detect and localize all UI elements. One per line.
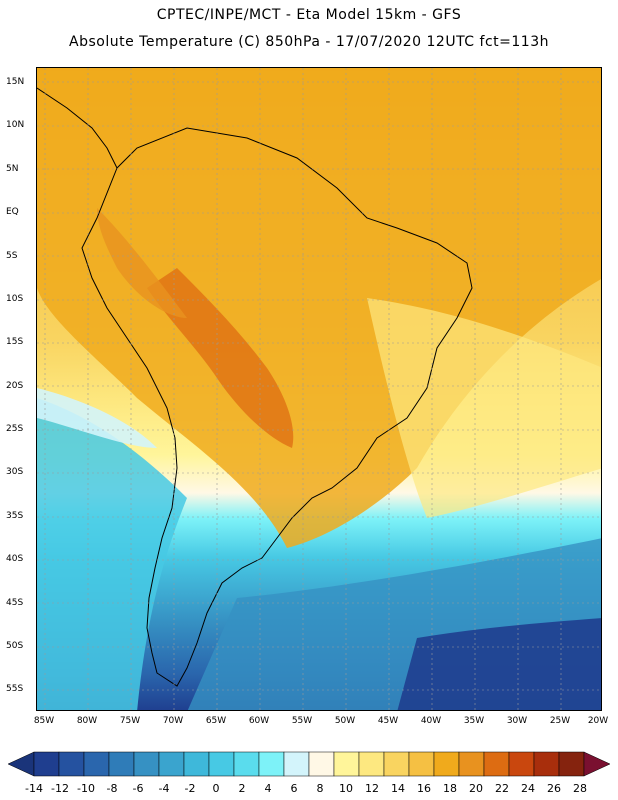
colorbar-high-arrow <box>583 751 611 777</box>
colorbar-label: -12 <box>51 782 69 795</box>
colorbar-cell <box>308 751 335 777</box>
colorbar-label: -8 <box>106 782 118 795</box>
field-cyan-southwest <box>37 398 187 710</box>
colorbar <box>7 751 611 777</box>
colorbar-cell <box>208 751 235 777</box>
colorbar-label: 10 <box>339 782 353 795</box>
colorbar-cell <box>533 751 560 777</box>
lon-label-45w: 45W <box>377 716 399 726</box>
lat-label-eq: EQ <box>6 207 19 217</box>
field-deepblue-southeast <box>397 618 601 710</box>
lon-label-25w: 25W <box>549 716 571 726</box>
field-lightblue-southwest <box>37 388 157 448</box>
lon-label-20w: 20W <box>587 716 609 726</box>
colorbar-label: -6 <box>132 782 144 795</box>
lon-label-80w: 80W <box>76 716 98 726</box>
colorbar-label: 12 <box>365 782 379 795</box>
lon-label-75w: 75W <box>119 716 141 726</box>
lon-label-85w: 85W <box>33 716 55 726</box>
colorbar-cell <box>33 751 60 777</box>
lon-label-65w: 65W <box>205 716 227 726</box>
colorbar-label: 4 <box>264 782 272 795</box>
colorbar-label: 0 <box>212 782 220 795</box>
lon-label-60w: 60W <box>248 716 270 726</box>
field-orange-northwest <box>97 208 187 318</box>
lat-label-25s: 25S <box>6 424 24 434</box>
colorbar-cell <box>433 751 460 777</box>
colorbar-cell <box>458 751 485 777</box>
lat-label-10s: 10S <box>6 294 24 304</box>
colorbar-cell <box>183 751 210 777</box>
lat-label-5n: 5N <box>6 164 19 174</box>
lat-label-35s: 35S <box>6 511 24 521</box>
colorbar-cell <box>383 751 410 777</box>
central-america-outline <box>37 87 118 169</box>
colorbar-label: -14 <box>25 782 43 795</box>
lat-label-20s: 20S <box>6 381 24 391</box>
colorbar-cell <box>258 751 285 777</box>
colorbar-cell <box>333 751 360 777</box>
colorbar-label: 6 <box>290 782 298 795</box>
lat-label-45s: 45S <box>6 598 24 608</box>
map-title-line2: Absolute Temperature (C) 850hPa - 17/07/… <box>69 34 549 50</box>
lon-label-55w: 55W <box>291 716 313 726</box>
colorbar-cell <box>508 751 535 777</box>
colorbar-cell <box>108 751 135 777</box>
lon-label-35w: 35W <box>463 716 485 726</box>
lat-label-15s: 15S <box>6 337 24 347</box>
colorbar-cell <box>83 751 110 777</box>
colorbar-label: 26 <box>547 782 561 795</box>
field-yellow-east <box>367 298 601 518</box>
colorbar-cell <box>133 751 160 777</box>
colorbar-cell <box>483 751 510 777</box>
lon-label-50w: 50W <box>334 716 356 726</box>
colorbar-cell <box>158 751 185 777</box>
field-hot-core <box>147 268 294 448</box>
map-title-line1: CPTEC/INPE/MCT - Eta Model 15km - GFS <box>156 7 462 23</box>
colorbar-cell <box>283 751 310 777</box>
colorbar-label: -2 <box>184 782 196 795</box>
colorbar-label: 2 <box>238 782 246 795</box>
colorbar-label: 14 <box>391 782 405 795</box>
lon-label-70w: 70W <box>162 716 184 726</box>
colorbar-label: 24 <box>521 782 535 795</box>
lat-label-5s: 5S <box>6 251 18 261</box>
colorbar-label: -4 <box>158 782 170 795</box>
lat-label-10n: 10N <box>6 120 25 130</box>
temperature-map <box>36 67 602 711</box>
colorbar-label: 18 <box>443 782 457 795</box>
lon-label-40w: 40W <box>420 716 442 726</box>
lat-label-50s: 50S <box>6 641 24 651</box>
colorbar-label: 20 <box>469 782 483 795</box>
lat-label-55s: 55S <box>6 684 24 694</box>
south-america-outline <box>81 127 473 687</box>
colorbar-label: 8 <box>316 782 324 795</box>
colorbar-label: 28 <box>573 782 587 795</box>
lon-label-30w: 30W <box>506 716 528 726</box>
colorbar-label: 22 <box>495 782 509 795</box>
colorbar-cell <box>358 751 385 777</box>
lat-label-15n: 15N <box>6 77 25 87</box>
colorbar-cell <box>558 751 585 777</box>
lat-lon-grid <box>37 68 601 710</box>
colorbar-cell <box>408 751 435 777</box>
colorbar-label: -10 <box>77 782 95 795</box>
lat-label-40s: 40S <box>6 554 24 564</box>
colorbar-cell <box>58 751 85 777</box>
colorbar-low-arrow <box>7 751 35 777</box>
field-warm-continent <box>37 68 601 548</box>
colorbar-cell <box>233 751 260 777</box>
lat-label-30s: 30S <box>6 467 24 477</box>
colorbar-label: 16 <box>417 782 431 795</box>
